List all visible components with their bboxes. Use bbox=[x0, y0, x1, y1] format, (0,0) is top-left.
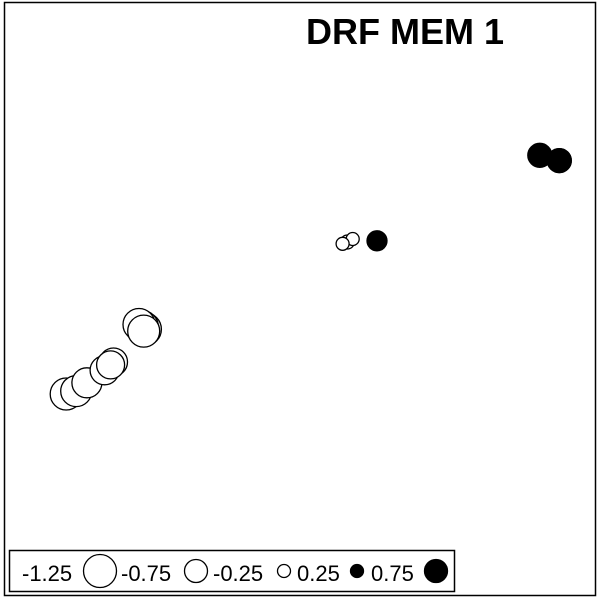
data-point-11 bbox=[127, 314, 161, 348]
chart-title: DRF MEM 1 bbox=[306, 11, 504, 52]
legend-label-1: -1.25 bbox=[22, 561, 72, 586]
data-point-13 bbox=[95, 350, 126, 380]
data-point-7 bbox=[335, 236, 350, 251]
data-point-4 bbox=[366, 230, 388, 252]
legend-label-3: -0.25 bbox=[213, 561, 263, 586]
plot-border bbox=[3, 1, 597, 597]
legend-label-2: -0.75 bbox=[121, 561, 171, 586]
legend-label-4: 0.25 bbox=[297, 561, 340, 586]
legend-symbol-4 bbox=[349, 563, 365, 579]
legend-symbol-5 bbox=[423, 558, 449, 584]
legend: -1.25 -0.75 -0.25 0.25 0.75 bbox=[8, 549, 456, 593]
legend-symbol-1 bbox=[82, 553, 118, 589]
data-point-3 bbox=[546, 147, 572, 174]
legend-symbol-3 bbox=[276, 563, 292, 579]
legend-label-5: 0.75 bbox=[371, 561, 414, 586]
points-layer bbox=[49, 142, 572, 411]
legend-symbol-2 bbox=[183, 558, 209, 584]
